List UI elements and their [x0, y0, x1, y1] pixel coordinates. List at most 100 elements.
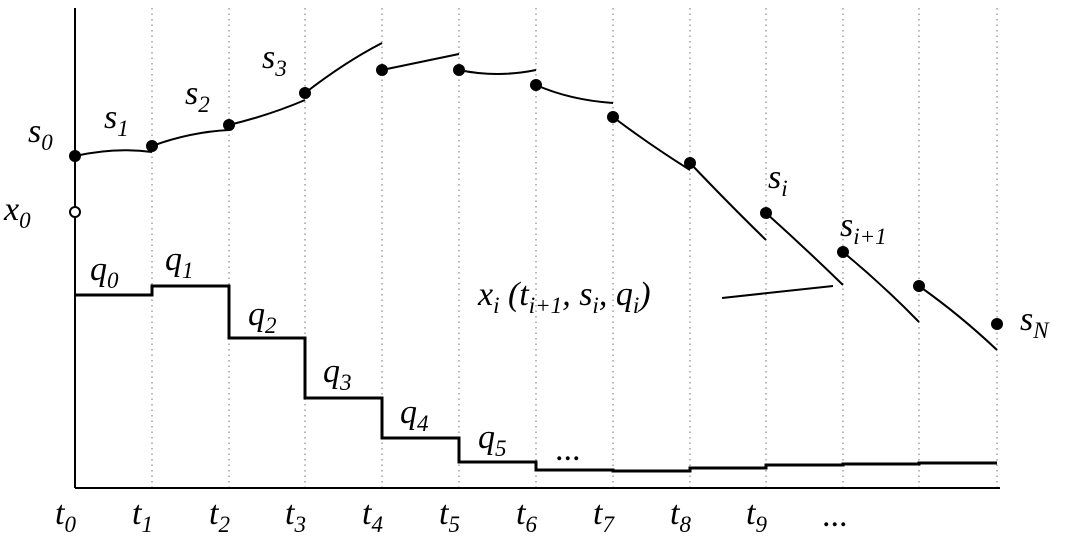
node-point — [760, 207, 772, 219]
time-label: t6​ — [516, 495, 537, 537]
trajectory — [765, 212, 844, 286]
trajectory — [458, 69, 537, 75]
node-point — [684, 157, 696, 169]
time-label-sub: 7 — [602, 512, 615, 537]
trajectory — [842, 251, 920, 323]
time-ellipsis: ... — [822, 497, 848, 534]
trajectory — [689, 162, 767, 241]
state-label: s2​ — [185, 75, 210, 117]
time-label: t7​ — [593, 495, 615, 537]
time-label: t3​ — [285, 495, 306, 537]
node-point — [146, 140, 158, 152]
control-ellipsis: ... — [555, 431, 581, 468]
state-label: s1​ — [104, 99, 129, 141]
time-label-base: t — [285, 495, 296, 532]
time-label: t1​ — [132, 495, 153, 537]
trajectory — [612, 116, 691, 171]
state-label: si+1​ — [840, 207, 887, 249]
time-label: t5​ — [439, 495, 460, 537]
control-label-base: q — [90, 251, 107, 288]
control-label-sub: 2 — [265, 313, 277, 338]
time-label: t8​ — [670, 495, 691, 537]
node-points — [69, 64, 1003, 330]
state-label-sub: 1 — [117, 116, 129, 141]
time-label-base: t — [209, 495, 220, 532]
node-point — [991, 318, 1003, 330]
control-steps — [75, 284, 997, 473]
time-label-base: t — [132, 495, 143, 532]
state-label-sub: i — [781, 176, 787, 201]
trajectory — [918, 285, 998, 351]
node-point — [299, 87, 311, 99]
time-label-base: t — [593, 495, 604, 532]
state-label-base: s — [185, 75, 198, 112]
formula-part-sub: i — [633, 293, 639, 318]
state-label-sub: 3 — [274, 56, 287, 81]
time-label: t0​ — [55, 495, 76, 537]
initial-value — [69, 206, 81, 218]
time-label-base: t — [746, 495, 757, 532]
state-label: sN​ — [1020, 301, 1050, 343]
control-label-sub: 4 — [417, 411, 429, 436]
state-label-sub: 0 — [41, 130, 53, 155]
control-label: q3​ — [323, 353, 352, 395]
control-label-base: q — [400, 394, 417, 431]
formula-part-base: (t — [499, 276, 530, 313]
time-label-sub: 2 — [218, 512, 230, 537]
time-label-base: t — [439, 495, 450, 532]
formula-part-base: ) — [637, 276, 650, 313]
control-label-sub: 3 — [339, 370, 352, 395]
control-label-base: q — [165, 241, 182, 278]
control-label-sub: 1 — [182, 258, 194, 283]
initial-label: x0​ — [3, 191, 31, 233]
initial-label-sub: 0 — [19, 208, 31, 233]
time-label-sub: 5 — [448, 512, 460, 537]
time-label-base: t — [362, 495, 373, 532]
node-point — [453, 64, 465, 76]
formula: xi​ (ti+1​, si​, qi​) — [477, 276, 651, 318]
node-point — [837, 246, 849, 258]
time-label-base: t — [516, 495, 527, 532]
time-label-sub: 1 — [141, 512, 153, 537]
control-label-base: q — [478, 419, 495, 456]
node-point — [223, 119, 235, 131]
time-label-sub: 4 — [371, 512, 383, 537]
state-label: si​ — [768, 159, 788, 201]
state-label-sub: 2 — [198, 92, 210, 117]
trajectory — [304, 42, 383, 94]
time-label-sub: 8 — [679, 512, 691, 537]
trajectory — [535, 84, 614, 104]
node-point — [607, 111, 619, 123]
state-label-sub: N — [1032, 318, 1050, 343]
trajectory — [228, 99, 306, 126]
trajectory — [151, 129, 230, 147]
formula-part-sub: i+1 — [529, 293, 562, 318]
control-label: q0​ — [90, 251, 119, 293]
time-label-sub: 0 — [64, 512, 76, 537]
node-point — [913, 280, 925, 292]
formula-part-base: x — [477, 276, 493, 313]
initial-label-base: x — [3, 191, 19, 228]
state-label-base: s — [840, 207, 853, 244]
state-label-base: s — [768, 159, 781, 196]
formula-part-base: , q — [599, 276, 633, 313]
time-label: t2​ — [209, 495, 230, 537]
formula-part-sub: i — [493, 293, 499, 318]
state-label-sub: i+1 — [853, 224, 886, 249]
time-label: t4​ — [362, 495, 383, 537]
state-label-base: s — [1020, 301, 1033, 338]
state-label-base: s — [28, 113, 41, 150]
formula-part-sub: i — [592, 293, 598, 318]
time-label-sub: 6 — [525, 512, 537, 537]
control-label-base: q — [248, 296, 265, 333]
control-label-base: q — [323, 353, 340, 390]
control-label-sub: 5 — [495, 436, 507, 461]
time-label-sub: 9 — [755, 512, 767, 537]
control-label: q4​ — [400, 394, 429, 436]
trajectories — [74, 42, 998, 351]
control-label: q2​ — [248, 296, 277, 338]
time-label: t9​ — [746, 495, 767, 537]
trajectory — [74, 149, 153, 157]
trajectory — [381, 53, 460, 71]
